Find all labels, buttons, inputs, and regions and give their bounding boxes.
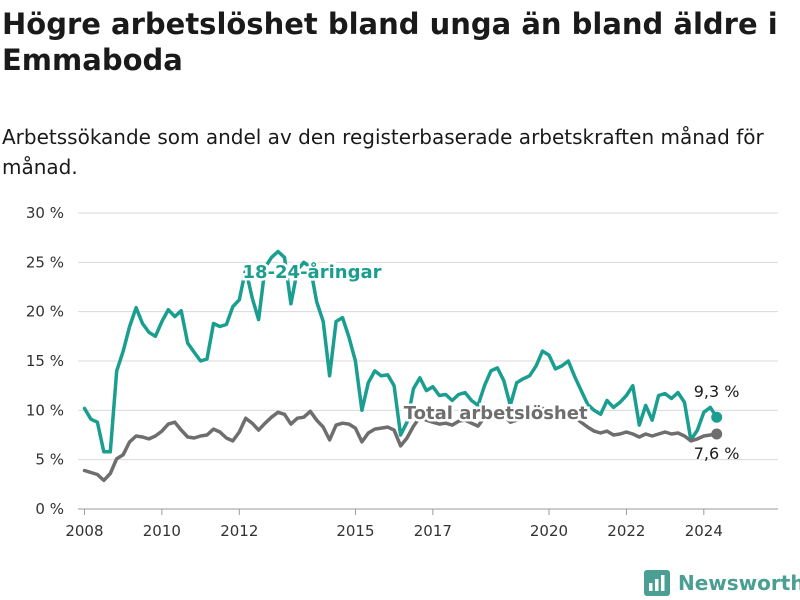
- y-tick-label: 15 %: [26, 352, 64, 370]
- series-end-label: 9,3 %: [694, 382, 740, 401]
- x-tick-label: 2022: [607, 522, 645, 540]
- x-tick-label: 2020: [530, 522, 568, 540]
- x-axis: 2008 2010 2012 2015 2017 2020 2022 2024: [65, 509, 723, 540]
- series-end-label: 7,6 %: [694, 444, 740, 463]
- x-tick-label: 2010: [143, 522, 181, 540]
- series-line: [82, 406, 719, 483]
- y-tick-label: 20 %: [26, 303, 64, 321]
- x-tick-label: 2015: [336, 522, 374, 540]
- newsworthy-logo[interactable]: Newsworthy: [644, 568, 800, 598]
- chart-series-labels: 9,3 % 7,6 % 18-24-åringar Total arbetslöshe…: [240, 259, 740, 463]
- chart-subtitle: Arbetssökande som andel av den registerb…: [2, 125, 764, 179]
- y-tick-label: 30 %: [26, 204, 64, 222]
- series-name-label: 18-24-åringar: [243, 261, 382, 283]
- y-tick-label: 25 %: [26, 253, 64, 271]
- brand-name: Newsworthy: [678, 571, 800, 595]
- y-tick-label: 5 %: [35, 451, 64, 469]
- chart-title: Högre arbetslöshet bland unga än bland ä…: [2, 7, 778, 77]
- y-axis: 0 % 5 % 10 % 15 % 20 % 25 % 30 %: [26, 204, 64, 518]
- chart-series: [82, 249, 723, 483]
- x-tick-label: 2008: [65, 522, 103, 540]
- x-tick-label: 2017: [414, 522, 452, 540]
- x-tick-label: 2012: [220, 522, 258, 540]
- x-tick-label: 2024: [685, 522, 723, 540]
- newsworthy-logo-icon: [644, 570, 670, 596]
- y-tick-label: 10 %: [26, 401, 64, 419]
- series-line: [82, 249, 719, 454]
- series-name-label: Total arbetslöshet: [404, 403, 588, 424]
- series-end-marker: [711, 428, 723, 440]
- y-tick-label: 0 %: [35, 500, 64, 518]
- series-end-marker: [711, 411, 723, 423]
- chart-gridlines: [78, 212, 778, 510]
